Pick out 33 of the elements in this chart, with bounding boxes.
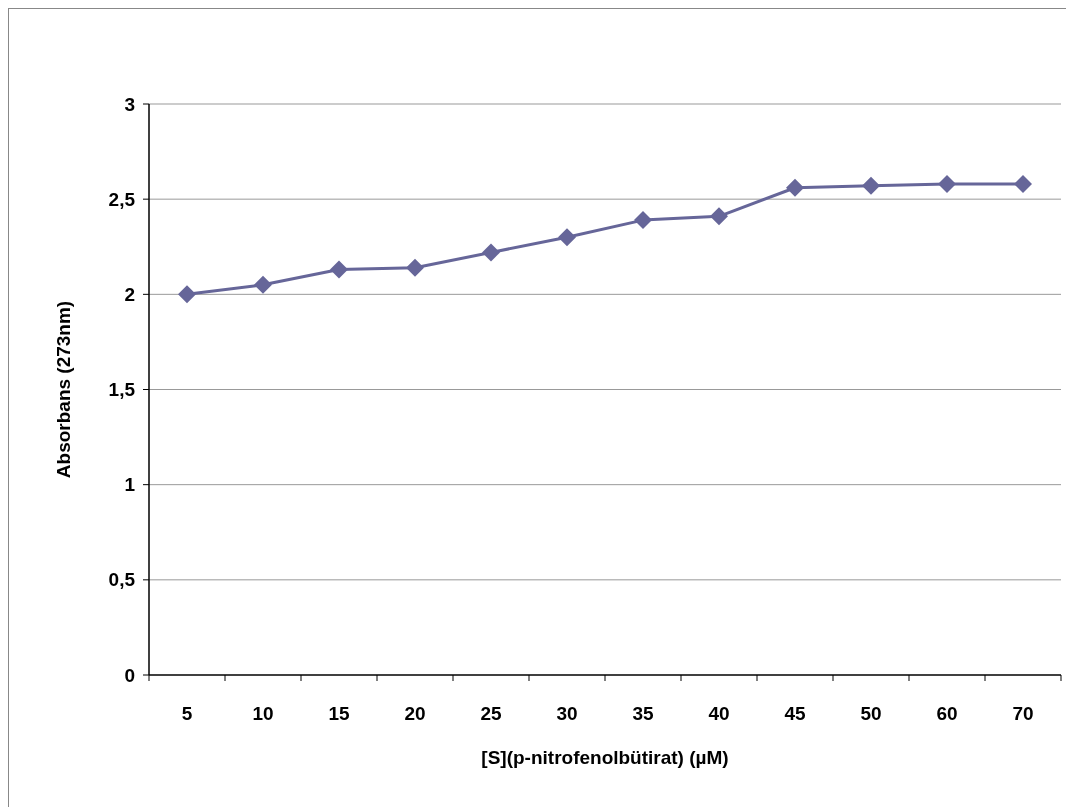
point [330,260,348,279]
point [862,176,880,195]
y-tick-label: 1,5 [108,379,136,401]
x-tick-label: 45 [784,703,806,724]
y-tick-label: 2,5 [108,188,136,210]
x-tick-label: 60 [936,703,958,724]
point [482,243,500,262]
y-axis-title: Absorbans (273nm) [53,300,74,479]
x-tick-label: 50 [860,703,882,724]
x-tick-label: 15 [328,703,350,724]
x-tick-label: 5 [181,703,193,724]
y-tick-label: 0,5 [108,569,136,591]
point [634,211,652,230]
x-tick-label: 30 [556,703,578,724]
x-tick-label: 10 [252,703,274,724]
x-tick-label: 35 [632,703,654,724]
point [1014,174,1032,193]
x-tick-label: 70 [1012,703,1034,724]
point [254,275,272,294]
point [938,174,956,193]
point [178,285,196,304]
x-tick-label: 20 [404,703,426,724]
x-tick-label: 25 [480,703,502,724]
point [786,178,804,197]
x-tick-label: 40 [708,703,730,724]
y-tick-label: 1 [124,474,136,496]
y-tick-label: 3 [124,93,135,115]
x-axis-title: [S](p-nitrofenolbütirat) (µM) [481,747,729,768]
point [710,207,728,226]
point [406,258,424,277]
y-tick-label: 2 [124,283,135,305]
y-tick-label: 0 [124,664,135,686]
point [558,228,576,247]
